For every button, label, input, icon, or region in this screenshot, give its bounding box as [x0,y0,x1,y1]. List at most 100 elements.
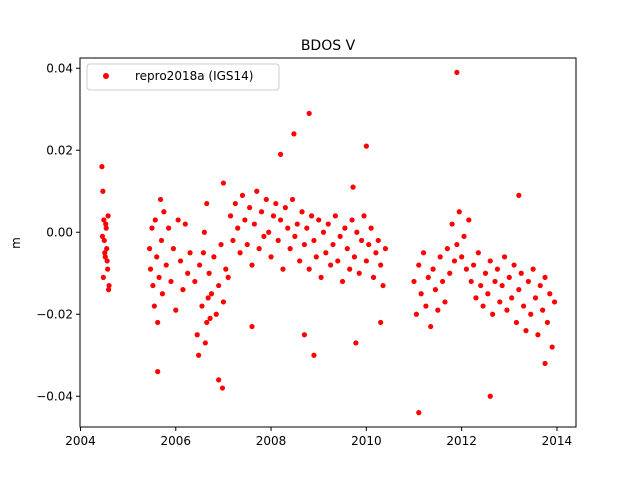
data-point [363,143,369,149]
data-point [525,278,531,285]
data-point [375,237,381,244]
data-point [242,217,248,223]
data-point [287,246,293,252]
data-point [532,295,539,301]
data-point [456,209,462,215]
data-point [437,254,443,260]
data-point [378,319,384,326]
data-point [487,258,493,264]
data-point [311,352,317,358]
data-point [289,196,296,203]
x-tick-label: 2008 [256,434,287,448]
x-tick-label: 2014 [542,434,573,448]
data-point [201,229,207,235]
data-point [213,311,219,317]
data-point [411,278,417,285]
data-point [173,307,179,313]
data-point [194,332,200,338]
y-axis-label: m [9,237,23,249]
data-point [373,250,379,256]
y-tick-label: 0.04 [46,61,73,75]
data-point [157,196,164,203]
data-point [318,274,324,280]
data-point [444,246,450,252]
data-point [266,229,272,235]
data-point [147,266,154,272]
data-point [361,213,367,219]
data-point [463,266,470,272]
data-point [513,319,520,326]
data-point [220,180,227,186]
data-point [149,225,155,231]
data-point [216,282,222,289]
data-point [155,319,161,326]
data-point [220,299,227,305]
data-point [225,274,231,280]
data-point [163,262,169,268]
data-point [473,295,479,301]
data-point [528,311,534,317]
data-point [192,278,198,285]
data-point [468,278,474,285]
data-point [185,270,191,276]
data-point [344,246,350,252]
data-point [413,311,419,317]
data-point [244,241,250,248]
data-point [425,274,431,280]
data-point [339,278,346,285]
data-point [251,221,257,227]
data-point [475,250,481,256]
data-point [416,262,422,268]
data-point [202,340,208,346]
x-tick-label: 2004 [65,434,96,448]
data-point [423,303,429,309]
data-point [342,225,348,231]
data-point [308,213,315,219]
data-point [258,209,265,215]
data-point [299,209,305,215]
data-point [549,344,555,350]
data-point [292,233,298,239]
data-point [313,254,319,260]
legend-label: repro2018a (IGS14) [135,69,253,83]
data-point [511,262,517,268]
data-point [523,328,529,334]
data-point [104,246,110,252]
data-point [230,237,236,244]
data-point [285,225,291,231]
data-point [159,291,166,297]
data-point [537,282,543,289]
data-point [516,192,522,198]
data-point [370,274,377,280]
data-point [104,258,110,264]
y-tick-label: −0.04 [36,389,73,403]
data-point [102,250,108,256]
data-point [350,184,356,190]
data-point [368,225,374,231]
data-point [356,270,362,276]
x-axis: 2004 2006 2008 2010 2012 2014 [65,427,572,448]
data-point [461,233,467,239]
data-point [499,282,505,289]
data-point [187,250,193,256]
data-point [166,225,172,231]
data-point [316,217,322,223]
data-point [196,352,202,358]
data-point [155,369,161,375]
data-point [540,307,546,313]
data-point [542,274,548,280]
data-point [204,200,210,207]
data-point [199,303,205,309]
data-point [325,221,331,227]
data-point [254,188,260,194]
data-point [206,270,212,276]
data-point [99,233,105,239]
data-point [158,237,165,244]
data-point [277,151,284,157]
data-point [487,393,493,399]
data-point [150,282,156,289]
data-point [442,299,448,305]
data-point [449,221,455,227]
data-point [480,303,486,309]
data-point [347,266,353,272]
